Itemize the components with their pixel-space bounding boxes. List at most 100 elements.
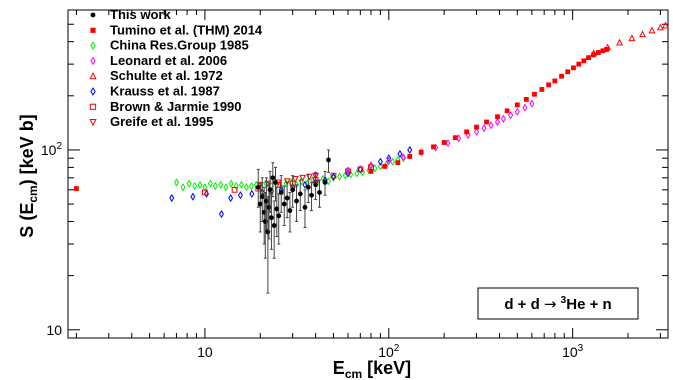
legend-label: Greife et al. 1995 bbox=[110, 114, 213, 129]
x-tick-label: 103 bbox=[562, 343, 584, 360]
data-point bbox=[377, 157, 383, 166]
data-point bbox=[616, 38, 624, 46]
data-point bbox=[238, 180, 244, 189]
data-point bbox=[474, 124, 479, 130]
data-point bbox=[441, 140, 447, 145]
data-point bbox=[552, 78, 558, 84]
data-point bbox=[474, 127, 480, 136]
legend-label: Schulte et al. 1972 bbox=[110, 68, 223, 83]
data-point bbox=[591, 52, 597, 58]
data-point bbox=[197, 180, 203, 189]
data-point bbox=[233, 181, 239, 191]
data-point bbox=[559, 73, 564, 79]
data-point bbox=[523, 96, 529, 102]
data-point bbox=[500, 114, 506, 123]
y-axis-title: S (Ecm) [keV b] bbox=[17, 114, 40, 237]
data-point bbox=[382, 163, 388, 169]
data-point bbox=[532, 91, 537, 97]
data-point bbox=[337, 172, 343, 181]
data-point bbox=[173, 178, 179, 187]
data-point bbox=[257, 201, 263, 207]
data-point bbox=[481, 124, 487, 133]
data-point bbox=[204, 189, 210, 198]
data-point bbox=[397, 149, 403, 159]
reaction-annotation: d + d → 3He + n bbox=[477, 287, 639, 320]
data-point bbox=[326, 157, 331, 163]
data-point bbox=[237, 191, 243, 200]
data-point bbox=[74, 186, 79, 191]
data-point bbox=[508, 111, 514, 120]
data-point bbox=[266, 204, 272, 210]
plot-border bbox=[67, 9, 669, 339]
data-point bbox=[190, 192, 196, 201]
legend-label: Brown & Jarmie 1990 bbox=[110, 99, 242, 114]
data-point bbox=[354, 169, 360, 178]
data-point bbox=[265, 229, 271, 235]
data-point bbox=[390, 157, 396, 166]
data-point bbox=[386, 156, 392, 165]
data-point bbox=[313, 182, 319, 188]
data-point bbox=[377, 162, 383, 171]
data-point bbox=[345, 169, 351, 178]
data-point bbox=[330, 172, 336, 181]
data-point bbox=[576, 61, 582, 67]
data-point bbox=[255, 184, 261, 190]
data-point bbox=[504, 108, 510, 114]
data-point bbox=[276, 213, 282, 219]
data-point bbox=[302, 180, 308, 189]
data-point bbox=[418, 149, 424, 155]
data-point bbox=[310, 175, 316, 185]
data-point bbox=[639, 30, 647, 38]
data-point bbox=[546, 82, 552, 88]
data-point bbox=[261, 209, 267, 215]
data-point bbox=[322, 179, 328, 185]
data-point bbox=[212, 181, 218, 191]
data-point bbox=[529, 99, 535, 108]
data-point bbox=[431, 144, 436, 150]
data-points bbox=[74, 21, 669, 294]
data-point bbox=[514, 102, 520, 108]
data-point bbox=[270, 175, 276, 181]
data-point bbox=[281, 201, 287, 207]
data-point bbox=[345, 168, 351, 175]
x-tick-label: 102 bbox=[378, 343, 400, 360]
data-point bbox=[395, 160, 401, 166]
legend-marker bbox=[90, 12, 96, 18]
data-point bbox=[464, 129, 470, 135]
data-point bbox=[368, 168, 374, 174]
data-point bbox=[231, 186, 238, 193]
legend-label: Leonard et al. 2006 bbox=[110, 53, 227, 68]
data-point bbox=[330, 172, 337, 179]
data-point bbox=[186, 179, 192, 188]
data-point bbox=[269, 215, 274, 221]
y-tick-label: 102 bbox=[41, 141, 63, 158]
legend-marker bbox=[90, 87, 96, 96]
data-point bbox=[249, 189, 255, 198]
y-tick-label: 10 bbox=[46, 322, 62, 338]
series-6 bbox=[202, 164, 374, 196]
data-point bbox=[228, 193, 234, 203]
data-point bbox=[259, 194, 265, 200]
legend-marker bbox=[89, 119, 97, 127]
data-point bbox=[302, 204, 308, 210]
data-point bbox=[284, 195, 290, 201]
data-point bbox=[495, 114, 500, 120]
data-point bbox=[400, 153, 406, 162]
legend-label: This work bbox=[110, 7, 171, 22]
data-point bbox=[283, 178, 291, 186]
data-point bbox=[248, 181, 254, 191]
data-point bbox=[445, 139, 451, 148]
data-point bbox=[514, 107, 520, 116]
series-3 bbox=[313, 99, 535, 180]
data-point bbox=[357, 166, 364, 173]
annotation-box bbox=[477, 287, 639, 320]
data-point bbox=[223, 183, 229, 192]
data-point bbox=[452, 135, 458, 141]
data-point bbox=[628, 34, 636, 42]
data-point bbox=[202, 189, 208, 196]
data-point bbox=[169, 193, 175, 203]
data-point bbox=[386, 154, 392, 163]
legend-marker bbox=[89, 71, 97, 80]
legend-marker bbox=[90, 27, 96, 33]
axis-labels: Ecm [keV] S (Ecm) [keV b] bbox=[17, 114, 411, 380]
